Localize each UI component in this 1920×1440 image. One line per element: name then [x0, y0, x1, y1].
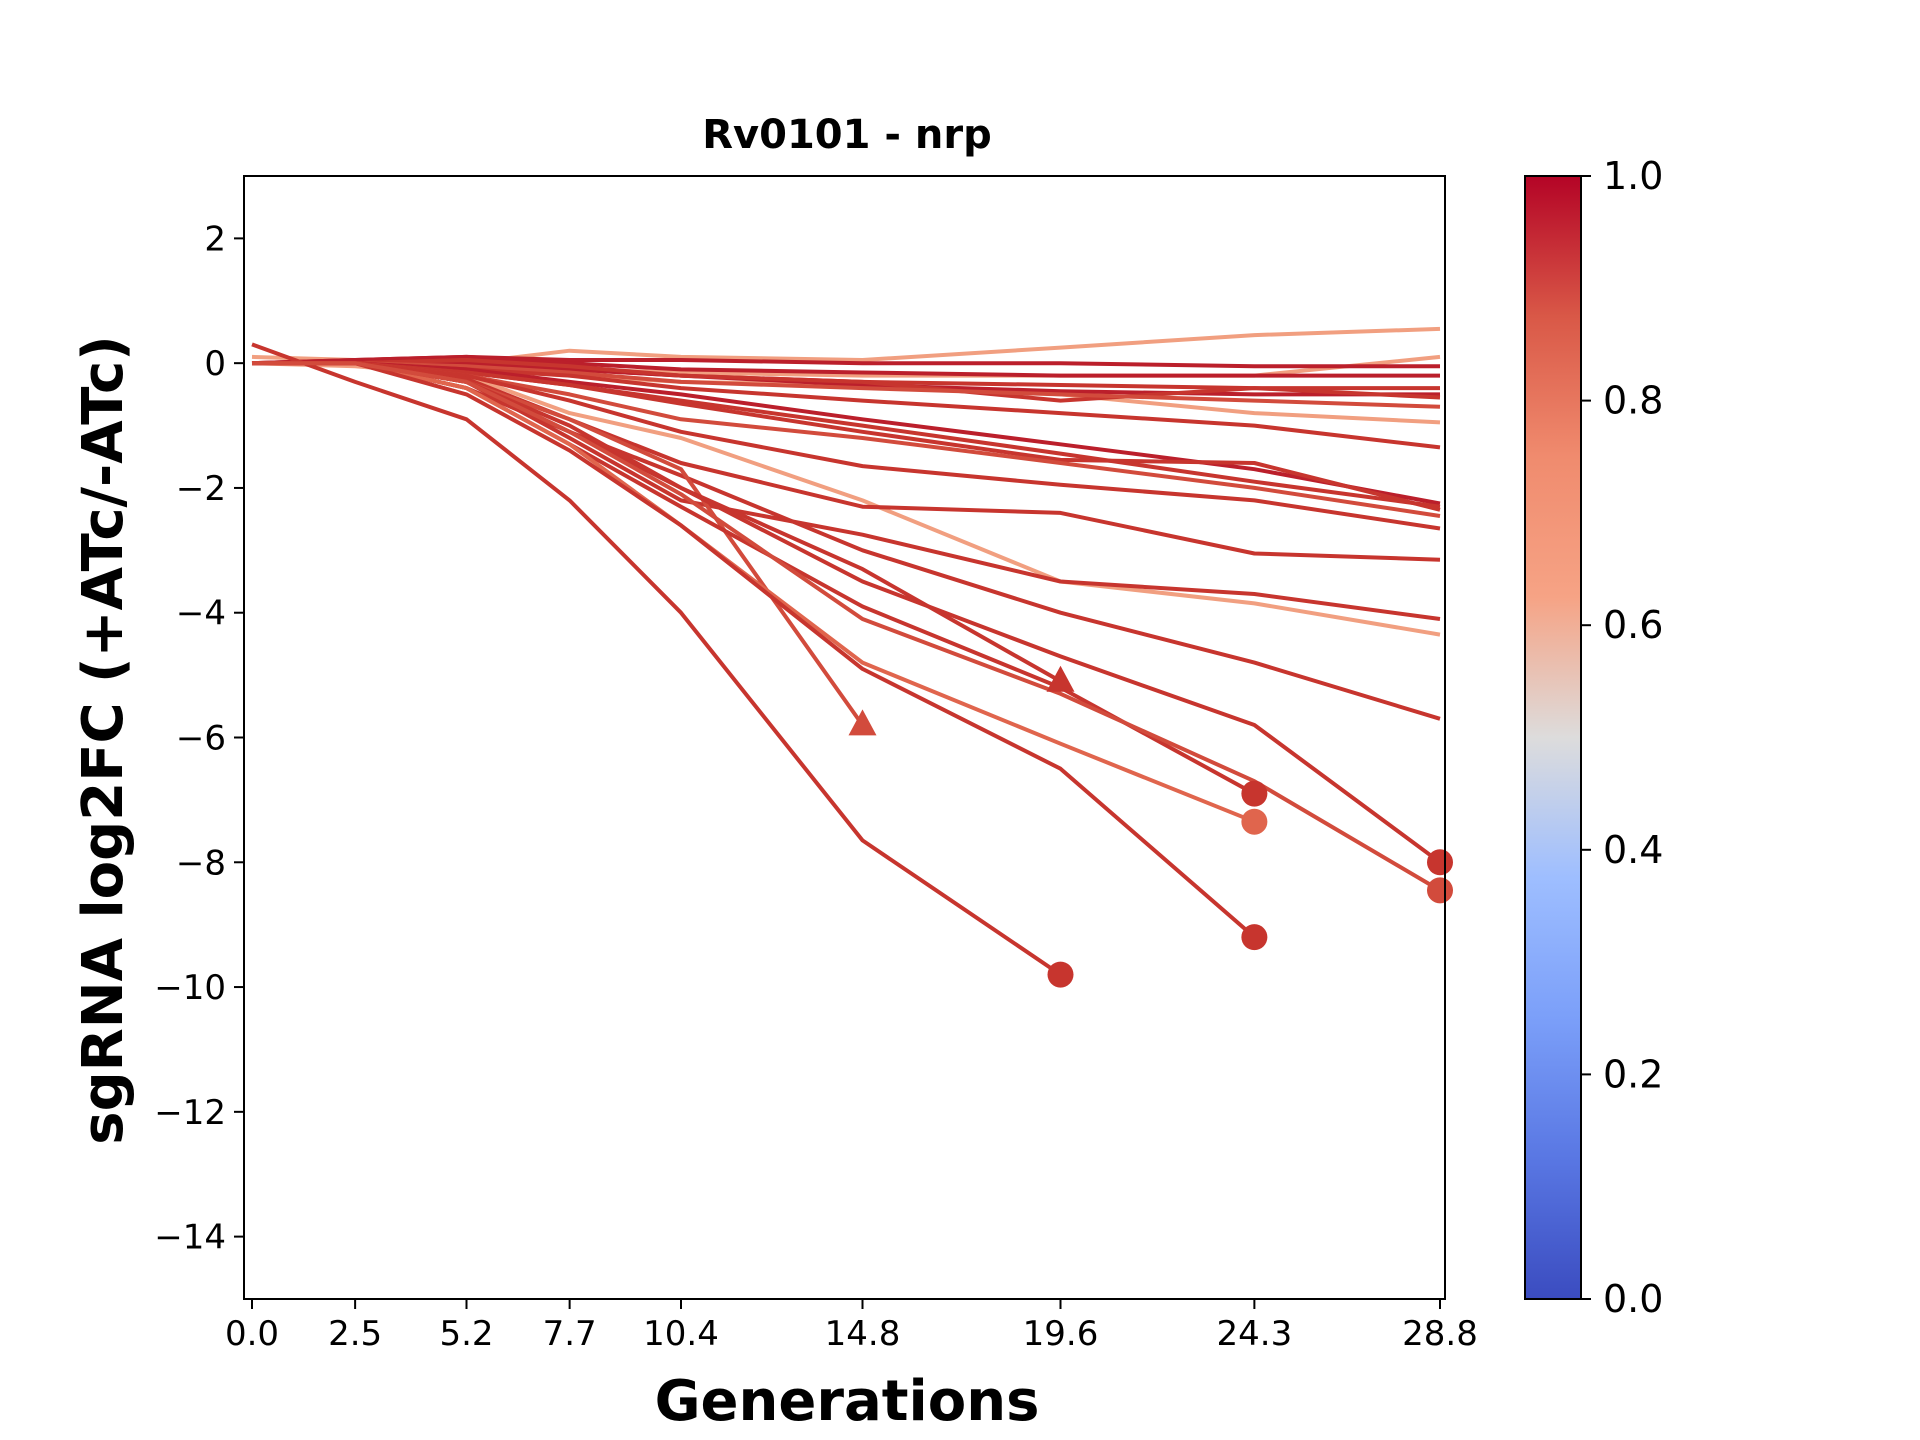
- y-tick-label: −6: [176, 719, 226, 759]
- y-tick-label: −14: [154, 1218, 226, 1258]
- y-tick-label: −4: [176, 594, 226, 634]
- y-axis: 2 0 −2 −4 −6 −8 −10 −12 −14: [154, 219, 244, 1258]
- y-axis-title: sgRNA log2FC (+ATc/-ATc): [71, 335, 136, 1145]
- series-layer: [251, 326, 1442, 977]
- x-tick-label: 0.0: [225, 1314, 279, 1354]
- x-tick-label: 28.8: [1402, 1314, 1478, 1354]
- chart-title: Rv0101 - nrp: [702, 112, 992, 158]
- series-line-25: [251, 342, 1062, 977]
- y-tick-label: 0: [204, 344, 226, 384]
- series-end-marker-21: [1046, 665, 1075, 692]
- series-end-marker-23: [1241, 808, 1268, 835]
- y-tick-label: 2: [204, 219, 226, 259]
- x-tick-label: 5.2: [439, 1314, 493, 1354]
- y-tick-label: −12: [154, 1093, 226, 1133]
- y-tick-label: −10: [154, 968, 226, 1008]
- series-end-marker-26: [1427, 849, 1453, 876]
- colorbar-tick-label: 0.2: [1603, 1052, 1663, 1096]
- series-line-21: [252, 361, 1062, 684]
- series-end-marker-24: [1241, 924, 1268, 951]
- series-line-23: [252, 361, 1256, 824]
- y-tick-label: −2: [176, 469, 226, 509]
- colorbar-tick-label: 0.0: [1603, 1277, 1663, 1321]
- colorbar-tick-label: 0.6: [1603, 603, 1663, 647]
- series-line-6: [251, 354, 1440, 378]
- x-axis: 0.0 2.5 5.2 7.7 10.4 14.8 19.6 24.3 28.8: [225, 1299, 1478, 1354]
- series-end-marker-22: [1241, 780, 1268, 807]
- x-tick-label: 2.5: [328, 1314, 382, 1354]
- series-line-9: [252, 358, 1441, 403]
- colorbar-tick-label: 0.8: [1603, 379, 1663, 423]
- series-line-27: [252, 361, 1442, 893]
- x-tick-label: 24.3: [1217, 1314, 1293, 1354]
- x-axis-title: Generations: [655, 1369, 1040, 1434]
- colorbar: [1524, 175, 1582, 1300]
- colorbar-tick-label: 1.0: [1603, 154, 1663, 198]
- y-tick-label: −8: [176, 843, 226, 883]
- series-end-marker-27: [1427, 877, 1453, 904]
- marker-layer: [848, 665, 1453, 988]
- colorbar-tick-label: 0.4: [1603, 828, 1663, 872]
- series-end-marker-25: [1047, 961, 1074, 988]
- x-tick-label: 7.7: [543, 1314, 597, 1354]
- series-end-marker-20: [848, 709, 877, 736]
- plot-frame: [243, 175, 1446, 1300]
- x-tick-label: 19.6: [1023, 1314, 1099, 1354]
- x-tick-label: 14.8: [825, 1314, 901, 1354]
- x-tick-label: 10.4: [643, 1314, 719, 1354]
- series-line-24: [252, 361, 1256, 939]
- colorbar-axis: 0.0 0.2 0.4 0.6 0.8 1.0: [1581, 154, 1663, 1321]
